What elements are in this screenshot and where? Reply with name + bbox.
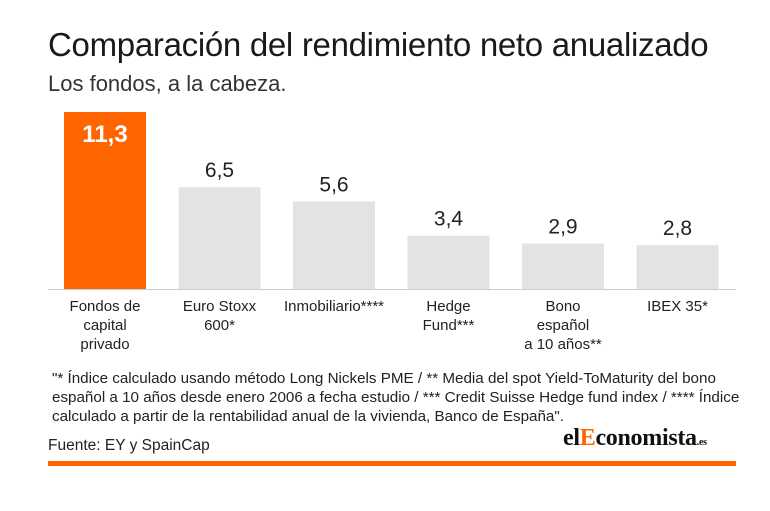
bar xyxy=(178,187,261,289)
category-label: Bono español a 10 años** xyxy=(524,298,602,353)
chart-title: Comparación del rendimiento neto anualiz… xyxy=(48,26,709,63)
bar xyxy=(522,243,604,289)
category-label: IBEX 35* xyxy=(647,298,708,315)
footnote: "* Índice calculado usando método Long N… xyxy=(52,370,740,425)
data-label: 11,3 xyxy=(82,121,127,148)
bar xyxy=(636,245,719,289)
bar-chart: 11,3 Fondos de capital privado 6,5 Euro Stoxx… xyxy=(48,112,736,353)
category-label: Euro Stoxx 600* xyxy=(183,298,257,334)
data-label: 3,4 xyxy=(434,208,464,231)
publisher-logo: elEconomista.es xyxy=(563,425,707,451)
bar xyxy=(407,235,490,289)
category-label: Hedge Fund*** xyxy=(423,298,475,334)
chart-subtitle: Los fondos, a la cabeza. xyxy=(48,71,287,96)
data-label: 6,5 xyxy=(205,159,234,182)
data-label: 2,8 xyxy=(663,217,692,240)
source-text: Fuente: EY y SpainCap xyxy=(48,437,210,454)
bar xyxy=(293,201,375,289)
data-label: 2,9 xyxy=(548,216,577,239)
data-label: 5,6 xyxy=(319,173,348,196)
bar xyxy=(64,112,146,289)
category-label: Fondos de capital privado xyxy=(70,298,141,353)
bottom-rule xyxy=(48,461,736,466)
category-label: Inmobiliario**** xyxy=(284,298,384,315)
